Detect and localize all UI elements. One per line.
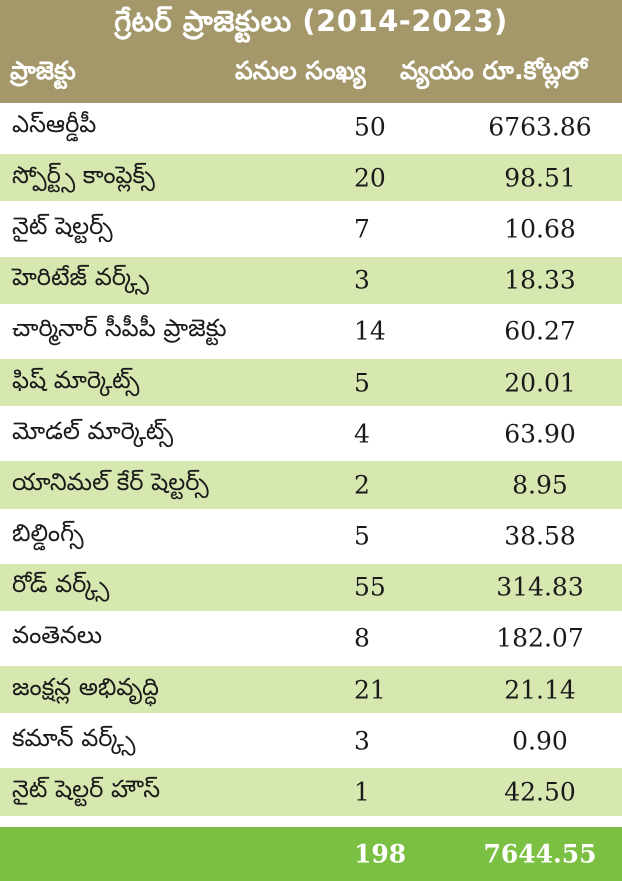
- cost-crore: 38.58: [504, 521, 576, 551]
- project-name: హెరిటేజ్ వర్క్స్: [12, 263, 149, 292]
- column-header-project: ప్రాజెక్టు: [10, 56, 76, 85]
- cost-crore: 182.07: [496, 623, 584, 653]
- table-row: రోడ్ వర్క్స్ 55 314.83: [0, 563, 622, 615]
- work-count: 2: [354, 470, 370, 500]
- work-count: 8: [354, 623, 370, 653]
- cost-crore: 63.90: [504, 419, 576, 449]
- table-row: ఎస్ఆర్డీపీ 50 6763.86: [0, 103, 622, 155]
- cost-crore: 8.95: [512, 470, 568, 500]
- cost-crore: 21.14: [504, 675, 576, 705]
- table-body: ఎస్ఆర్డీపీ 50 6763.86 స్పోర్ట్స్ కాంప్లెక్స…: [0, 103, 622, 820]
- total-cost: 7644.55: [483, 839, 597, 869]
- table-row: హెరిటేజ్ వర్క్స్ 3 18.33: [0, 256, 622, 308]
- project-name: వంతెనలు: [12, 621, 103, 650]
- project-name: ఫిష్ మార్కెట్స్: [12, 365, 140, 394]
- project-name: బిల్డింగ్స్: [12, 519, 84, 548]
- cost-crore: 42.50: [504, 777, 576, 807]
- work-count: 4: [354, 419, 370, 449]
- table-row: బిల్డింగ్స్ 5 38.58: [0, 512, 622, 564]
- table-row: యానిమల్ కేర్ షెల్టర్స్ 2 8.95: [0, 461, 622, 513]
- table-title: గ్రేటర్ ప్రాజెక్టులు (2014-2023): [114, 4, 508, 38]
- table-header: గ్రేటర్ ప్రాజెక్టులు (2014-2023) ప్రాజెక…: [0, 0, 622, 103]
- work-count: 5: [354, 368, 370, 398]
- work-count: 21: [354, 675, 386, 705]
- table-row: వంతెనలు 8 182.07: [0, 614, 622, 667]
- project-name: రోడ్ వర్క్స్: [12, 570, 110, 599]
- work-count: 14: [354, 316, 386, 346]
- work-count: 1: [354, 777, 370, 807]
- table-row: నైట్ షెల్టర్స్ 7 10.68: [0, 205, 622, 257]
- table-row: కమాన్ వర్క్స్ 3 0.90: [0, 717, 622, 769]
- table-row: చార్మినార్ సీపీపీ ప్రాజెక్టు 14 60.27: [0, 307, 622, 359]
- project-name: యానిమల్ కేర్ షెల్టర్స్: [12, 467, 209, 496]
- total-row: 198 7644.55: [0, 827, 622, 881]
- column-header-cost: వ్యయం రూ.కోట్లలో: [400, 56, 588, 85]
- project-name: నైట్ షెల్టర్స్: [12, 211, 113, 240]
- project-name: కమాన్ వర్క్స్: [12, 723, 136, 752]
- total-count: 198: [354, 839, 407, 869]
- table-row: ఫిష్ మార్కెట్స్ 5 20.01: [0, 358, 622, 411]
- table-row: జంక్షన్ల అభివృద్ధి 21 21.14: [0, 666, 622, 718]
- project-name: ఎస్ఆర్డీపీ: [12, 109, 97, 138]
- work-count: 3: [354, 265, 370, 295]
- cost-crore: 20.01: [504, 368, 576, 398]
- column-header-count: పనుల సంఖ్య: [235, 56, 366, 85]
- cost-crore: 18.33: [504, 265, 576, 295]
- cost-crore: 10.68: [504, 214, 576, 244]
- project-name: నైట్ షెల్టర్ హౌస్: [12, 775, 161, 804]
- project-name: జంక్షన్ల అభివృద్ధి: [12, 672, 159, 701]
- work-count: 20: [354, 163, 386, 193]
- cost-crore: 60.27: [504, 316, 576, 346]
- table-row: స్పోర్ట్స్ కాంప్లెక్స్ 20 98.51: [0, 154, 622, 206]
- cost-crore: 98.51: [504, 163, 576, 193]
- table-row: నైట్ షెల్టర్ హౌస్ 1 42.50: [0, 768, 622, 820]
- project-name: స్పోర్ట్స్ కాంప్లెక్స్: [12, 160, 155, 189]
- work-count: 55: [354, 572, 386, 602]
- cost-crore: 0.90: [512, 726, 568, 756]
- work-count: 50: [354, 112, 386, 142]
- cost-crore: 314.83: [496, 572, 584, 602]
- project-name: చార్మినార్ సీపీపీ ప్రాజెక్టు: [12, 314, 227, 343]
- work-count: 3: [354, 726, 370, 756]
- work-count: 5: [354, 521, 370, 551]
- project-name: మోడల్ మార్కెట్స్: [12, 416, 174, 445]
- table-row: మోడల్ మార్కెట్స్ 4 63.90: [0, 410, 622, 462]
- cost-crore: 6763.86: [488, 112, 592, 142]
- work-count: 7: [354, 214, 370, 244]
